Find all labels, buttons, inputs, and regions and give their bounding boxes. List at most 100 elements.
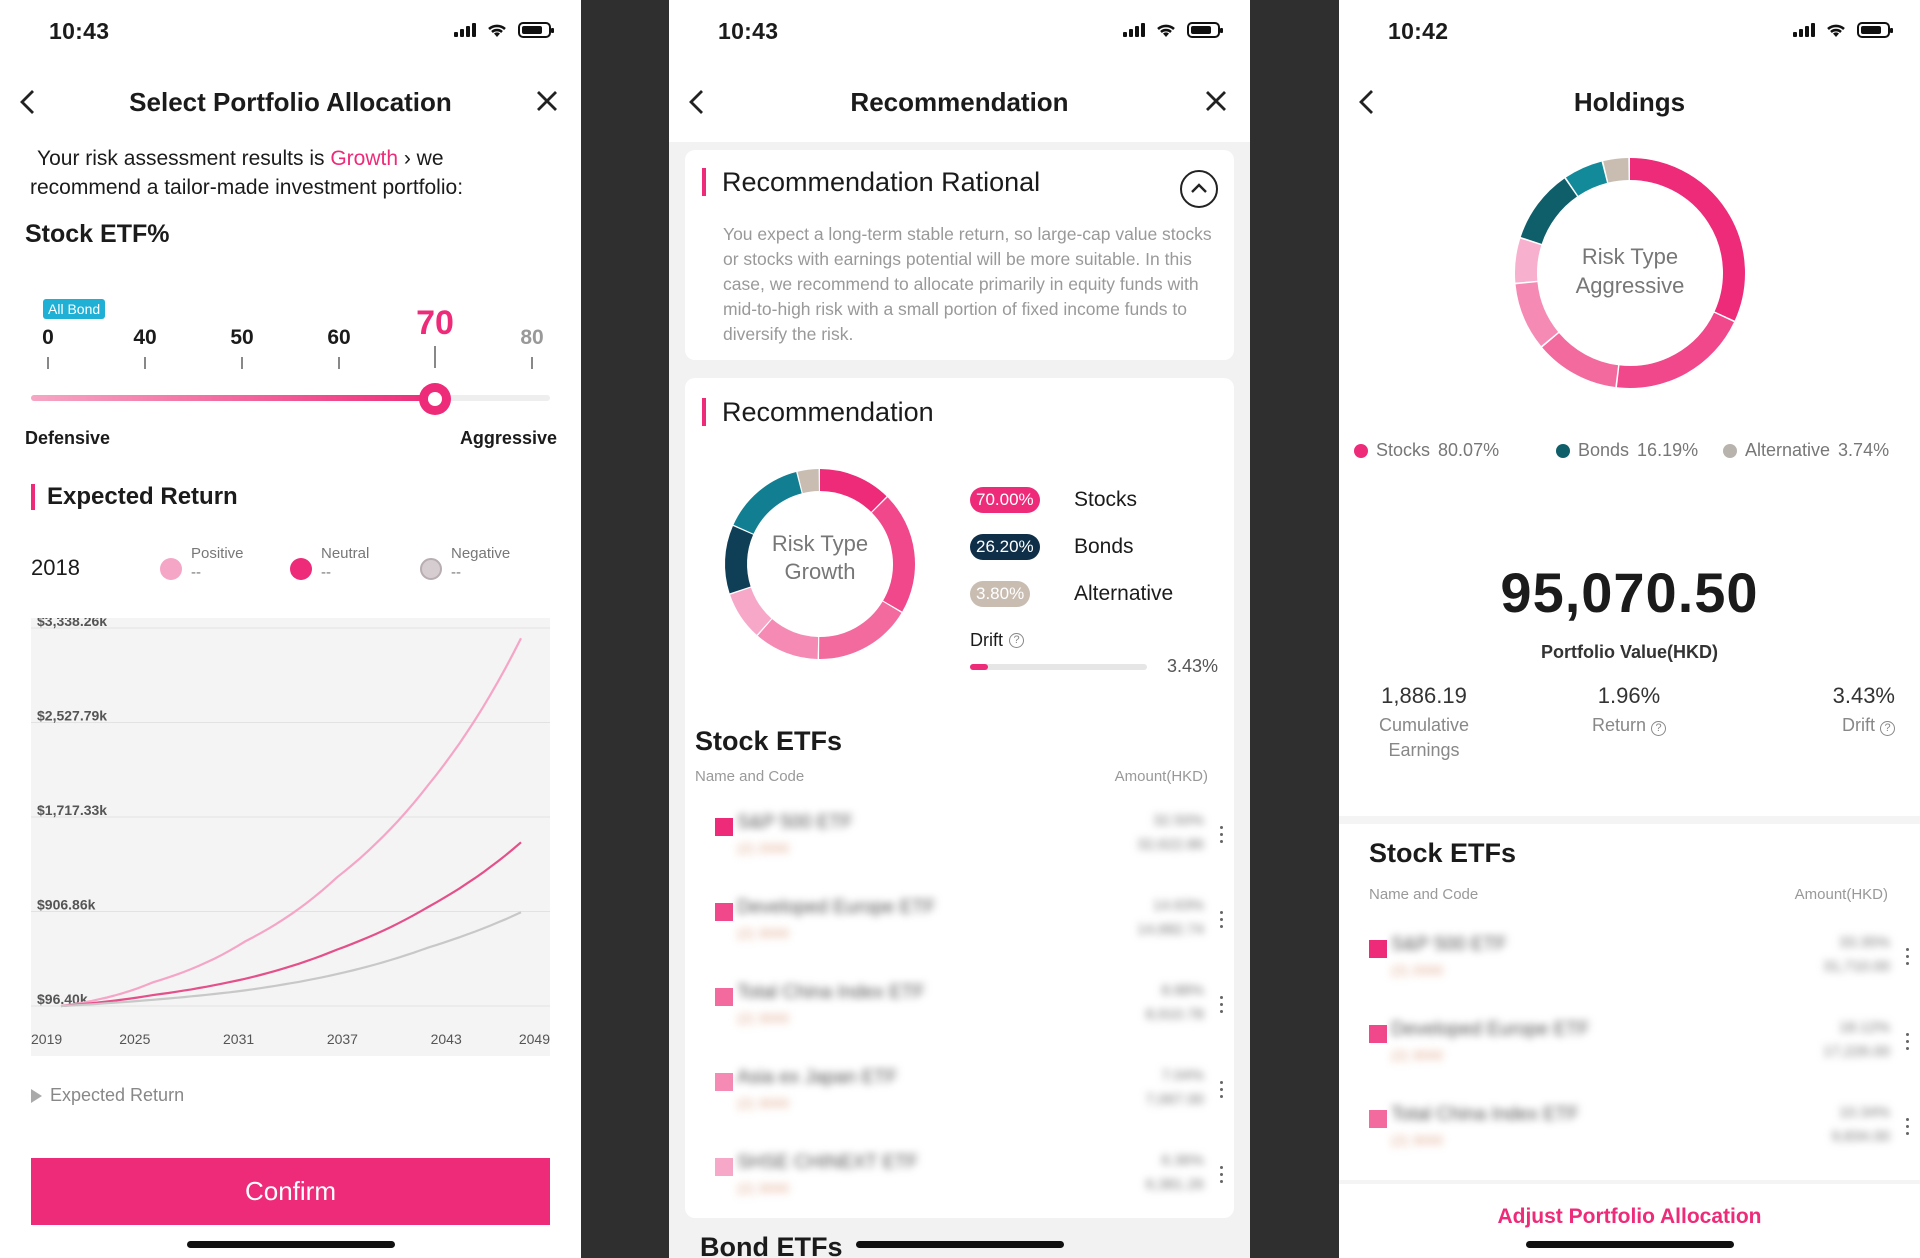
legend-bonds-label: Bonds bbox=[1578, 440, 1630, 460]
legend-stocks: Stocks 80.07% bbox=[1354, 440, 1499, 461]
more-options-icon[interactable] bbox=[1906, 948, 1910, 965]
portfolio-value: 95,070.50 bbox=[1500, 561, 1759, 624]
drift-label-text: Drift bbox=[970, 630, 1003, 650]
etf-name: Developed Europe ETF bbox=[737, 897, 936, 918]
etf-amount: 7,067.00 bbox=[1145, 1091, 1204, 1108]
stat-return: 1.96% Return ? bbox=[1559, 683, 1699, 738]
series-line-positive bbox=[60, 637, 522, 1008]
back-arrow-icon[interactable] bbox=[18, 87, 38, 117]
etf-color-swatch bbox=[1369, 940, 1387, 958]
donut-segment bbox=[871, 497, 915, 612]
donut-segment bbox=[1515, 238, 1542, 283]
nav-bar: Recommendation bbox=[669, 60, 1250, 142]
allocation-slider-track[interactable] bbox=[31, 395, 550, 401]
back-arrow-icon[interactable] bbox=[1357, 87, 1377, 117]
x-tick-label: 2037 bbox=[326, 1031, 358, 1047]
more-options-icon[interactable] bbox=[1906, 1033, 1910, 1050]
legend-positive-value: -- bbox=[191, 564, 201, 581]
etf-amount: 9,834.00 bbox=[1831, 1128, 1890, 1145]
tick-mark bbox=[338, 357, 340, 369]
back-arrow-icon[interactable] bbox=[687, 87, 707, 117]
donut-segment bbox=[1629, 158, 1745, 321]
etf-row[interactable]: Developed Europe ETF (2) 3000 18.12% 17,226… bbox=[1339, 1005, 1920, 1090]
legend-negative-dot bbox=[420, 558, 442, 580]
donut-segment bbox=[797, 469, 820, 494]
alternative-label: Alternative bbox=[1074, 582, 1174, 605]
y-tick-label: $1,717.33k bbox=[37, 802, 107, 818]
tick-60[interactable]: 60 bbox=[327, 326, 351, 349]
risk-type-link[interactable]: Growth bbox=[330, 147, 399, 170]
etf-row[interactable]: Total China Index ETF (2) 3000 8.88% 8,910.… bbox=[685, 968, 1234, 1053]
etf-color-swatch bbox=[1369, 1025, 1387, 1043]
y-tick-label: $2,527.79k bbox=[37, 708, 107, 724]
stat-drift: 3.43% Drift ? bbox=[1795, 683, 1895, 738]
tick-80[interactable]: 80 bbox=[520, 326, 544, 349]
allocation-slider-fill bbox=[31, 395, 435, 401]
more-options-icon[interactable] bbox=[1220, 826, 1224, 843]
help-icon[interactable]: ? bbox=[1009, 633, 1024, 648]
etf-color-swatch bbox=[715, 988, 733, 1006]
col-name-code: Name and Code bbox=[695, 768, 805, 785]
donut-label: Risk Type Aggressive bbox=[1510, 242, 1750, 300]
recommendation-card: Recommendation Risk Type Growth 70.00% S… bbox=[685, 378, 1234, 1218]
close-icon[interactable] bbox=[535, 89, 559, 113]
etf-row[interactable]: Asia ex Japan ETF (2) 3000 7.04% 7,067.00 bbox=[685, 1053, 1234, 1138]
tick-0[interactable]: 0 bbox=[42, 326, 54, 349]
etf-row[interactable]: S&P 500 ETF (2) 2000 32.50% 32,622.86 bbox=[685, 798, 1234, 883]
rationale-title: Recommendation Rational bbox=[702, 168, 1040, 196]
tick-40[interactable]: 40 bbox=[133, 326, 157, 349]
more-options-icon[interactable] bbox=[1220, 996, 1224, 1013]
stock-etf-label: Stock ETF% bbox=[25, 220, 170, 248]
aggressive-label: Aggressive bbox=[459, 428, 557, 448]
page-title: Recommendation bbox=[850, 87, 1069, 117]
etf-amount: 17,226.00 bbox=[1823, 1043, 1890, 1060]
year-label[interactable]: 2018 bbox=[31, 555, 80, 580]
help-icon[interactable]: ? bbox=[1880, 721, 1895, 736]
nav-bar: Select Portfolio Allocation bbox=[0, 75, 581, 131]
stat-drift-value: 3.43% bbox=[1832, 683, 1895, 708]
y-tick-label: $906.86k bbox=[37, 897, 96, 913]
etf-code: (2) 3000 bbox=[737, 1010, 790, 1026]
allocation-slider-handle[interactable] bbox=[419, 383, 451, 415]
etf-row[interactable]: Developed Europe ETF (2) 3000 14.63% 14,682… bbox=[685, 883, 1234, 968]
intro-prefix: Your risk assessment results is bbox=[37, 147, 331, 170]
expected-return-toggle[interactable]: Expected Return bbox=[31, 1085, 184, 1106]
legend-bonds: Bonds 16.19% bbox=[1556, 440, 1698, 461]
more-options-icon[interactable] bbox=[1220, 911, 1224, 928]
stat-cumulative-earnings-value: 1,886.19 bbox=[1381, 683, 1467, 708]
more-options-icon[interactable] bbox=[1220, 1166, 1224, 1183]
confirm-button[interactable]: Confirm bbox=[31, 1158, 550, 1225]
stat-cumulative-earnings: 1,886.19 Cumulative Earnings bbox=[1364, 683, 1484, 763]
stat-return-value: 1.96% bbox=[1597, 683, 1661, 708]
rationale-card: Recommendation Rational You expect a lon… bbox=[685, 150, 1234, 360]
help-icon[interactable]: ? bbox=[1651, 721, 1667, 736]
intro-mid: › we bbox=[398, 147, 444, 170]
donut-segment bbox=[733, 472, 803, 535]
stat-drift-label: Drift bbox=[1841, 715, 1875, 735]
legend-positive-dot bbox=[160, 558, 182, 580]
status-time: 10:43 bbox=[718, 18, 779, 44]
etf-row[interactable]: SHSE CHINEXT ETF (2) 3000 6.36% 6,381.26 bbox=[685, 1138, 1234, 1223]
x-tick-label: 2025 bbox=[119, 1031, 151, 1047]
collapse-button[interactable] bbox=[1180, 170, 1218, 208]
x-tick-label: 2049 bbox=[518, 1031, 550, 1047]
y-tick-label: $3,338.26k bbox=[37, 618, 107, 629]
tick-50[interactable]: 50 bbox=[230, 326, 254, 349]
col-name-code: Name and Code bbox=[1369, 886, 1479, 903]
status-bar: 10:43 bbox=[669, 0, 1250, 60]
etf-row[interactable]: S&P 500 ETF (2) 2000 33.35% 31,710.00 bbox=[1339, 920, 1920, 1005]
legend-alternative-label: Alternative bbox=[1745, 440, 1831, 460]
alternative-pct-pill: 3.80% bbox=[970, 581, 1031, 607]
etf-row[interactable]: Total China Index ETF (2) 3000 10.34% 9,834… bbox=[1339, 1090, 1920, 1175]
more-options-icon[interactable] bbox=[1906, 1118, 1910, 1135]
etf-weight: 32.50% bbox=[1153, 812, 1204, 829]
tick-70-selected[interactable]: 70 bbox=[416, 304, 454, 342]
etf-amount: 14,682.74 bbox=[1137, 921, 1204, 938]
etf-code: (2) 3000 bbox=[737, 1180, 790, 1196]
adjust-portfolio-link[interactable]: Adjust Portfolio Allocation bbox=[1497, 1205, 1762, 1228]
legend-neutral: Neutral -- bbox=[290, 544, 369, 582]
legend-negative-label: Negative bbox=[451, 545, 511, 562]
more-options-icon[interactable] bbox=[1220, 1081, 1224, 1098]
close-icon[interactable] bbox=[1204, 89, 1228, 113]
legend-positive: Positive -- bbox=[160, 544, 244, 582]
